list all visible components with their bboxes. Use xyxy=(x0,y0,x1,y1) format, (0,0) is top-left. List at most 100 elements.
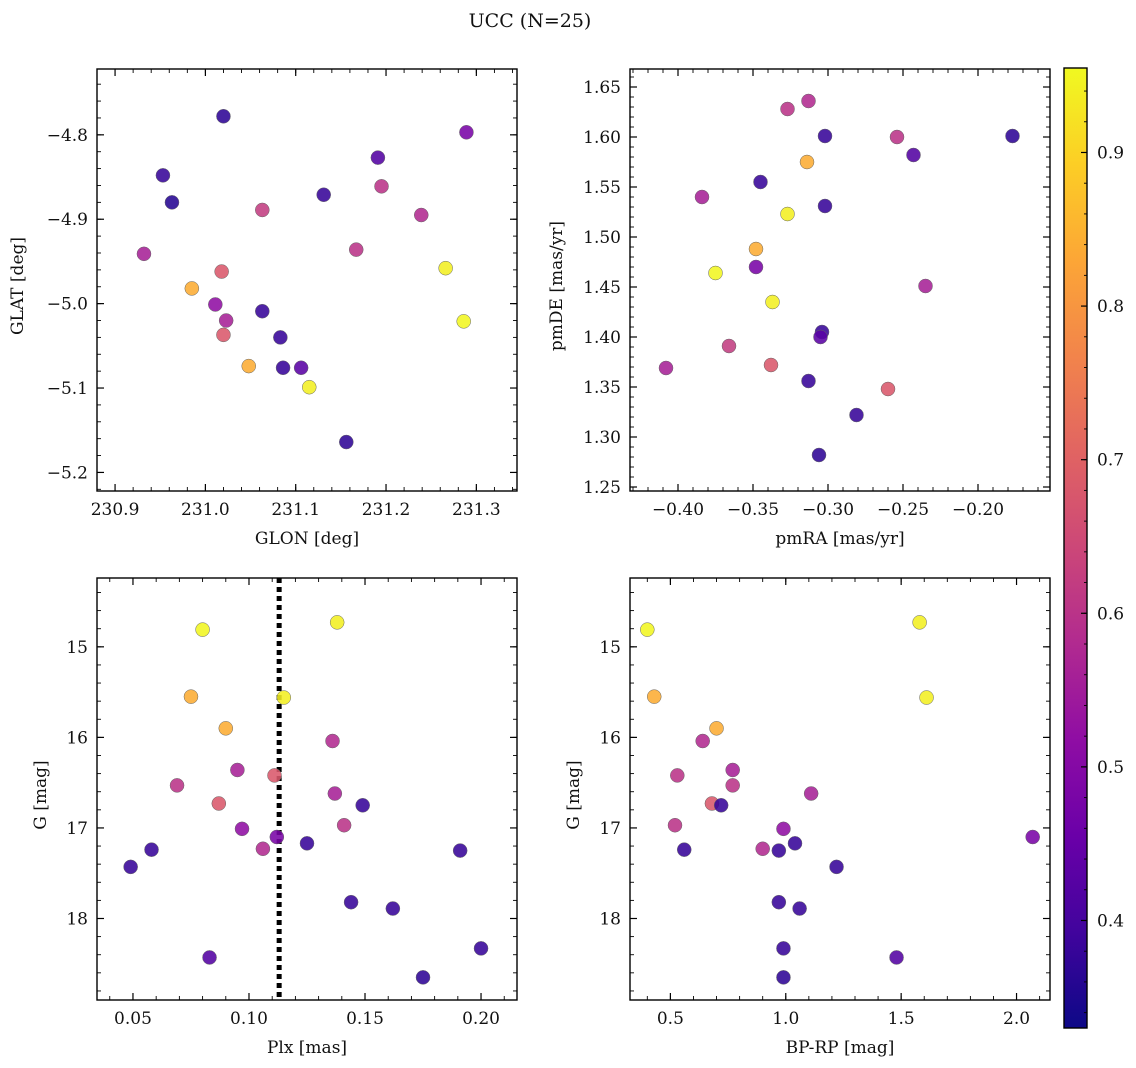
x-tick-label: 0.05 xyxy=(114,1009,152,1029)
colorbar-tick-label: 0.6 xyxy=(1097,604,1124,624)
data-point xyxy=(912,615,927,630)
x-tick-label: 231.2 xyxy=(362,500,411,520)
x-tick-label: −0.20 xyxy=(952,500,1004,520)
data-point xyxy=(255,303,270,319)
colorbar-tick-label: 0.7 xyxy=(1097,451,1124,471)
data-point xyxy=(144,842,159,857)
y-tick-label: −5.1 xyxy=(47,379,88,399)
x-tick-label: 0.10 xyxy=(230,1009,268,1029)
data-point xyxy=(164,195,180,210)
y-tick-label: 18 xyxy=(66,909,88,929)
y-axis-label: G [mag] xyxy=(564,760,584,829)
data-point xyxy=(776,970,791,985)
data-point xyxy=(452,843,468,858)
x-tick-label: 1.5 xyxy=(888,1009,915,1029)
data-point xyxy=(414,207,429,223)
x-tick-label: 231.1 xyxy=(271,500,320,520)
data-point xyxy=(211,796,227,811)
data-point xyxy=(456,314,471,329)
data-point xyxy=(709,721,724,736)
y-tick-label: 1.65 xyxy=(583,78,621,98)
data-point xyxy=(753,174,768,190)
data-point xyxy=(918,278,933,294)
data-point xyxy=(889,950,904,965)
data-point xyxy=(230,762,245,778)
data-point xyxy=(889,129,905,145)
y-tick-label: 1.55 xyxy=(583,178,621,198)
data-point xyxy=(255,841,271,857)
y-tick-label: −4.8 xyxy=(47,126,88,146)
data-point xyxy=(748,241,764,257)
y-tick-label: 1.35 xyxy=(583,378,621,398)
data-point xyxy=(771,894,787,910)
data-point xyxy=(721,338,737,354)
data-point xyxy=(817,128,833,144)
axes-frame xyxy=(629,68,1051,492)
y-tick-label: 16 xyxy=(66,728,88,748)
data-point xyxy=(339,434,354,450)
data-point xyxy=(849,407,864,423)
data-point xyxy=(792,901,807,916)
data-point xyxy=(1005,128,1020,144)
data-point xyxy=(725,762,740,778)
y-tick-label: 15 xyxy=(66,638,88,658)
colorbar-tick-label: 0.9 xyxy=(1097,143,1124,163)
data-point xyxy=(801,93,816,109)
axes-frame xyxy=(96,68,518,492)
panel-glon-glat: 230.9 231.0 231.1 231.2 231.3 −4.8 −4.9 −5.0 −5.… xyxy=(8,68,518,549)
data-point xyxy=(123,859,138,875)
data-point xyxy=(299,836,315,851)
data-point xyxy=(880,381,896,397)
data-point xyxy=(325,733,340,749)
data-point xyxy=(906,147,921,163)
data-point xyxy=(763,357,779,373)
axes-frame xyxy=(629,577,1051,1001)
data-point xyxy=(1025,829,1040,845)
data-point xyxy=(813,329,828,345)
y-tick-label: 1.45 xyxy=(583,278,621,298)
data-point xyxy=(473,941,489,956)
panels: 230.9 231.0 231.1 231.2 231.3 −4.8 −4.9 −5.0 −5.… xyxy=(8,68,1051,1058)
y-tick-label: 15 xyxy=(599,638,621,658)
data-point xyxy=(817,198,833,214)
data-point xyxy=(267,768,282,783)
y-tick-label: −5.0 xyxy=(47,295,88,315)
data-point xyxy=(241,358,256,374)
data-point xyxy=(269,829,285,845)
data-point xyxy=(748,259,764,275)
y-axis-label: pmDE [mas/yr] xyxy=(547,221,567,351)
y-tick-label: 1.40 xyxy=(583,328,621,348)
data-point xyxy=(234,821,250,837)
colorbar-tick-label: 0.5 xyxy=(1097,758,1124,778)
data-point xyxy=(676,842,692,857)
panel-pmra-pmde: −0.40 −0.35 −0.30 −0.25 −0.20 1.25 1.30 1.35 1.4… xyxy=(547,68,1051,549)
data-point xyxy=(919,690,934,705)
data-point xyxy=(829,859,844,875)
x-tick-label: 0.20 xyxy=(462,1009,500,1029)
data-point xyxy=(787,836,803,851)
data-point xyxy=(208,297,223,312)
x-tick-label: 231.3 xyxy=(452,500,501,520)
data-point xyxy=(695,733,710,749)
y-tick-label: −4.9 xyxy=(47,210,88,230)
x-tick-label: 231.0 xyxy=(181,500,230,520)
data-point xyxy=(202,950,217,965)
data-point xyxy=(658,360,674,376)
data-point xyxy=(302,379,317,395)
colorbar-tick-label: 0.4 xyxy=(1097,911,1124,931)
data-point xyxy=(214,264,229,279)
data-point xyxy=(218,721,234,736)
y-tick-label: 17 xyxy=(599,819,621,839)
data-point xyxy=(169,778,185,793)
y-tick-label: 17 xyxy=(66,819,88,839)
data-point xyxy=(765,294,780,310)
data-point xyxy=(273,330,288,345)
data-point xyxy=(708,265,723,281)
data-point xyxy=(640,622,655,637)
data-point xyxy=(255,202,270,218)
data-point xyxy=(725,778,740,793)
y-axis-label: GLAT [deg] xyxy=(8,237,28,335)
data-point xyxy=(276,690,292,705)
x-tick-label: −0.40 xyxy=(652,500,704,520)
